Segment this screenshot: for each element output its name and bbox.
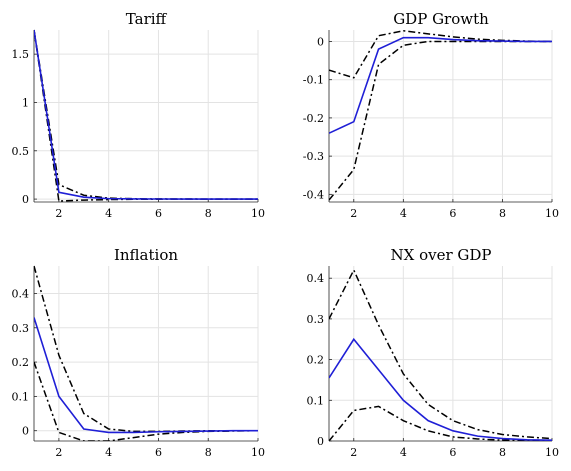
x-tick-label: 8: [499, 207, 506, 220]
panel-gdp-growth: GDP Growth 2 4 6 8 10 0 -0.1 -0.2 -0.3 -0.4: [303, 10, 559, 220]
x-tick-label: 4: [400, 446, 407, 459]
x-tick-label: 6: [155, 446, 162, 459]
y-tick-label: -0.3: [303, 150, 324, 163]
y-tick-label: 0.4: [12, 287, 30, 300]
median-response-line: [34, 29, 258, 200]
x-tick-label: 4: [400, 207, 407, 220]
y-tick-label: 0.4: [307, 272, 325, 285]
x-tick-label: 2: [55, 207, 62, 220]
confidence-band-line: [329, 40, 552, 201]
panel-title-inflation: Inflation: [114, 246, 178, 264]
y-tick-label: 0: [317, 35, 324, 48]
panel-nx-over-gdp: NX over GDP 2 4 6 8 10 0 0.1 0.2 0.3 0.4: [307, 246, 560, 459]
median-response-line: [329, 337, 552, 441]
x-tick-label: 6: [449, 446, 456, 459]
x-tick-label: 10: [251, 446, 265, 459]
x-tick-label: 2: [350, 207, 357, 220]
confidence-band-line: [329, 405, 552, 441]
y-tick-label: -0.4: [303, 188, 324, 201]
panel-title-gdp-growth: GDP Growth: [393, 10, 489, 28]
x-tick-label: 8: [499, 446, 506, 459]
y-tick-label: 0.2: [12, 356, 30, 369]
confidence-band-line: [329, 268, 552, 440]
confidence-band-line: [34, 29, 258, 200]
y-tick-label: 0.3: [12, 322, 30, 335]
x-tick-label: 8: [205, 207, 212, 220]
y-tick-label: 1: [22, 96, 29, 109]
confidence-band-line: [34, 29, 258, 202]
x-tick-label: 8: [205, 446, 212, 459]
y-tick-label: 0.1: [12, 390, 30, 403]
y-tick-label: -0.1: [303, 74, 324, 87]
confidence-band-line: [34, 361, 258, 441]
x-tick-label: 10: [545, 207, 559, 220]
panel-inflation: Inflation 2 4 6 8 10 0 0.1 0.2 0.3 0.4: [12, 246, 266, 459]
y-tick-label: -0.2: [303, 112, 324, 125]
x-tick-label: 4: [105, 446, 112, 459]
y-tick-label: 0.2: [307, 354, 325, 367]
x-tick-label: 6: [155, 207, 162, 220]
median-response-line: [329, 36, 552, 134]
confidence-band-line: [34, 265, 258, 433]
x-tick-label: 10: [545, 446, 559, 459]
panel-title-nx-over-gdp: NX over GDP: [391, 246, 492, 264]
x-tick-label: 10: [251, 207, 265, 220]
x-tick-label: 6: [449, 207, 456, 220]
y-tick-label: 0: [22, 425, 29, 438]
panel-tariff: Tariff 2 4 6 8 10 0 0.5 1 1.5: [12, 10, 266, 220]
x-tick-label: 2: [55, 446, 62, 459]
x-tick-label: 4: [105, 207, 112, 220]
median-response-line: [34, 317, 258, 434]
y-tick-label: 0: [22, 193, 29, 206]
y-tick-label: 0.1: [307, 394, 325, 407]
y-tick-label: 0.3: [307, 313, 325, 326]
y-tick-label: 0.5: [12, 145, 30, 158]
x-tick-label: 2: [350, 446, 357, 459]
y-tick-label: 1.5: [12, 48, 30, 61]
y-tick-label: 0: [317, 435, 324, 448]
panel-title-tariff: Tariff: [126, 10, 168, 28]
